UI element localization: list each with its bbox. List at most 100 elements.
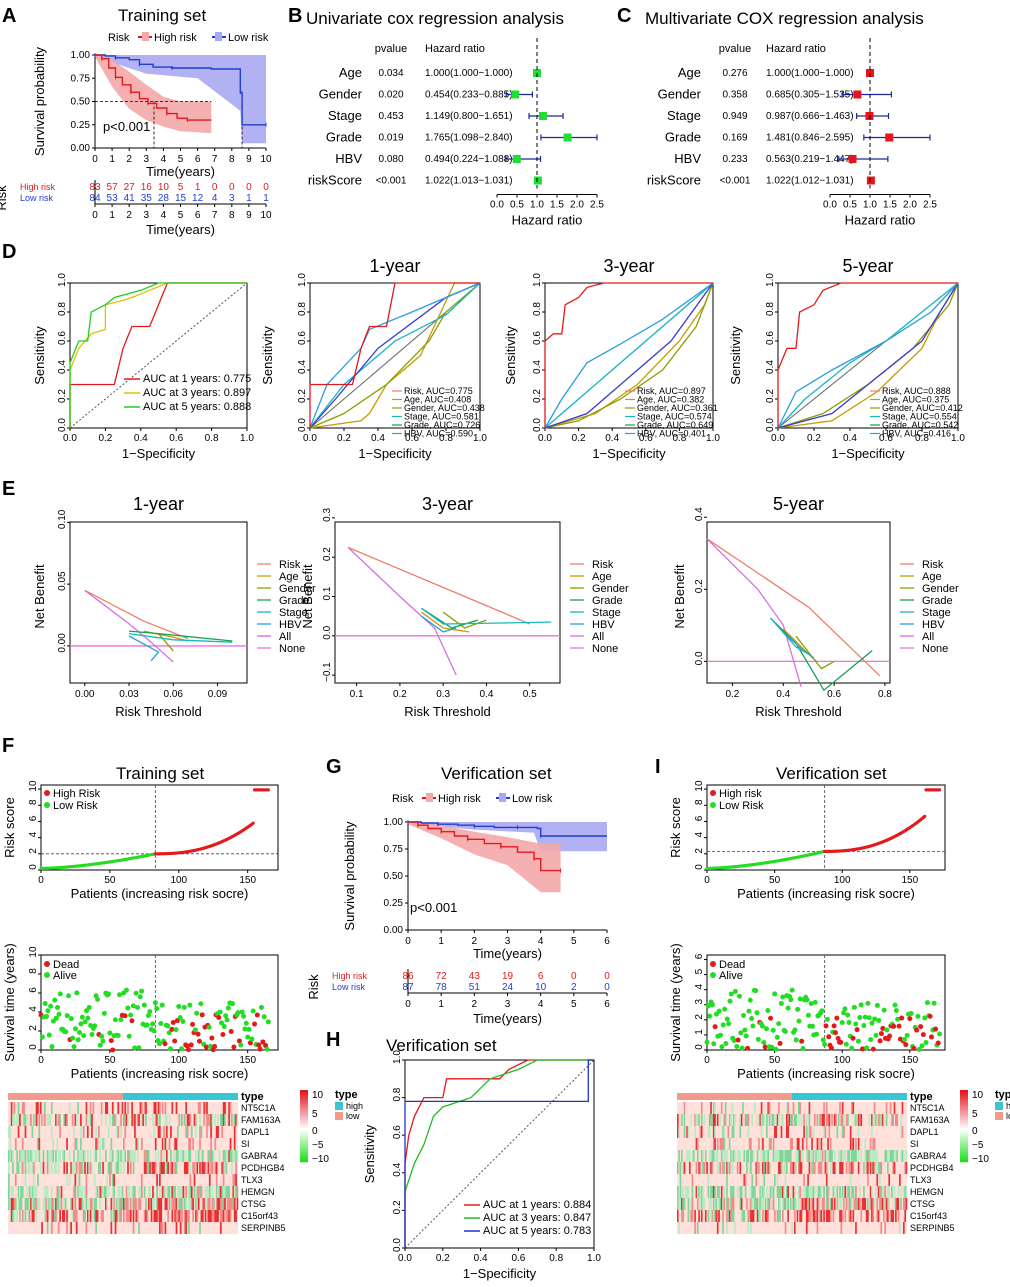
- heatmap-cell: [114, 1222, 117, 1234]
- heatmap-cell: [170, 1198, 172, 1210]
- heatmap-cell: [142, 1114, 145, 1126]
- heatmap-cell: [50, 1102, 53, 1114]
- gender-line: [795, 635, 835, 670]
- dead-point: [184, 1043, 190, 1049]
- colour-scale-step: [960, 1104, 968, 1107]
- heatmap-cell: [103, 1138, 106, 1150]
- heatmap-cell: [160, 1198, 163, 1210]
- x-tick-label: 1.0: [530, 200, 544, 211]
- heatmap-cell: [78, 1174, 81, 1186]
- heatmap-cell: [841, 1162, 844, 1174]
- heatmap-cell: [880, 1222, 883, 1234]
- heatmap-cell: [762, 1114, 764, 1126]
- alive-point: [778, 1000, 784, 1006]
- scale-label: 5: [312, 1109, 318, 1120]
- heatmap-cell: [783, 1198, 785, 1210]
- heatmap-cell: [92, 1198, 95, 1210]
- heatmap-cell: [694, 1126, 696, 1138]
- ci-band-high: [408, 822, 561, 893]
- heatmap-cell: [844, 1186, 847, 1198]
- heatmap-cell: [225, 1186, 228, 1198]
- heatmap-cell: [800, 1150, 803, 1162]
- alive-point: [245, 1034, 251, 1040]
- heatmap-cell: [683, 1198, 686, 1210]
- heatmap-cell: [145, 1210, 147, 1222]
- heatmap-cell: [189, 1162, 192, 1174]
- heatmap-cell: [24, 1126, 27, 1138]
- heatmap-cell: [787, 1186, 789, 1198]
- y-tick-label: −0.1: [322, 662, 333, 682]
- heatmap-cell: [85, 1186, 88, 1198]
- heatmap-cell: [104, 1198, 107, 1210]
- heatmap-cell: [893, 1150, 896, 1162]
- col-header-hr: Hazard ratio: [425, 43, 485, 55]
- heatmap-cell: [752, 1210, 755, 1222]
- alive-point: [774, 1034, 780, 1040]
- x-tick-label: 3: [505, 936, 511, 947]
- heatmap-cell: [748, 1162, 751, 1174]
- heatmap-cell: [841, 1210, 844, 1222]
- colour-scale-step: [960, 1128, 968, 1131]
- table-low-count: 24: [502, 982, 514, 993]
- heatmap-cell: [680, 1114, 683, 1126]
- heatmap-cell: [163, 1186, 165, 1198]
- heatmap-cell: [813, 1210, 816, 1222]
- heatmap-cell: [678, 1162, 680, 1174]
- heatmap-cell: [687, 1150, 690, 1162]
- dead-point: [896, 1023, 902, 1029]
- heatmap-cell: [99, 1150, 102, 1162]
- panel-title: Univariate cox regression analysis: [306, 9, 564, 28]
- colour-scale-step: [960, 1090, 968, 1093]
- heatmap-cell: [193, 1186, 196, 1198]
- heatmap-cell: [736, 1186, 739, 1198]
- x-tick-label: 0.09: [208, 689, 228, 700]
- heatmap-cell: [762, 1150, 764, 1162]
- heatmap-cell: [786, 1198, 788, 1210]
- heatmap-cell: [201, 1150, 204, 1162]
- heatmap-cell: [767, 1198, 770, 1210]
- alive-point: [235, 1010, 241, 1016]
- heatmap-cell: [96, 1138, 99, 1150]
- colour-scale-step: [300, 1128, 308, 1131]
- heatmap-cell: [710, 1150, 712, 1162]
- heatmap-cell: [790, 1150, 792, 1162]
- panel-title: Verification set: [386, 1036, 497, 1055]
- heatmap-cell: [800, 1114, 803, 1126]
- x-tick-label: 0.4: [134, 433, 148, 444]
- heatmap-cell: [37, 1174, 39, 1186]
- heatmap-cell: [691, 1150, 694, 1162]
- heatmap-cell: [63, 1114, 66, 1126]
- heatmap-cell: [99, 1162, 102, 1174]
- y-axis-label: Risk score: [668, 797, 683, 858]
- heatmap-cell: [224, 1102, 226, 1114]
- gene-label: SERPINB5: [241, 1223, 286, 1233]
- heatmap-cell: [821, 1198, 824, 1210]
- legend-entry: Risk, AUC=0.775: [404, 386, 473, 396]
- heatmap-cell: [66, 1162, 68, 1174]
- y-tick-label: 0.6: [532, 331, 543, 345]
- heatmap-cell: [904, 1198, 906, 1210]
- heatmap-cell: [68, 1174, 71, 1186]
- y-tick-label: 0.6: [765, 331, 776, 345]
- heatmap-cell: [750, 1150, 752, 1162]
- heatmap-cell: [767, 1162, 770, 1174]
- heatmap-cell: [52, 1210, 55, 1222]
- heatmap-cell: [111, 1210, 114, 1222]
- heatmap-cell: [181, 1210, 183, 1222]
- heatmap-cell: [17, 1162, 20, 1174]
- dead-point: [745, 1045, 751, 1051]
- heatmap-cell: [712, 1186, 715, 1198]
- heatmap-cell: [141, 1138, 143, 1150]
- heatmap-cell: [808, 1210, 811, 1222]
- y-axis-label: Survival time (years): [668, 943, 683, 1061]
- heatmap-cell: [208, 1174, 211, 1186]
- panel-H: Verification set0.00.00.20.20.40.40.60.6…: [362, 1036, 601, 1281]
- heatmap-cell: [100, 1102, 103, 1114]
- heatmap-cell: [210, 1150, 212, 1162]
- dead-point: [110, 1047, 116, 1053]
- x-tick-label: 0: [704, 1055, 710, 1066]
- heatmap-cell: [716, 1210, 719, 1222]
- gene-label: FAM163A: [241, 1115, 281, 1125]
- heatmap-cell: [139, 1102, 142, 1114]
- x-tick-label: 100: [170, 875, 187, 886]
